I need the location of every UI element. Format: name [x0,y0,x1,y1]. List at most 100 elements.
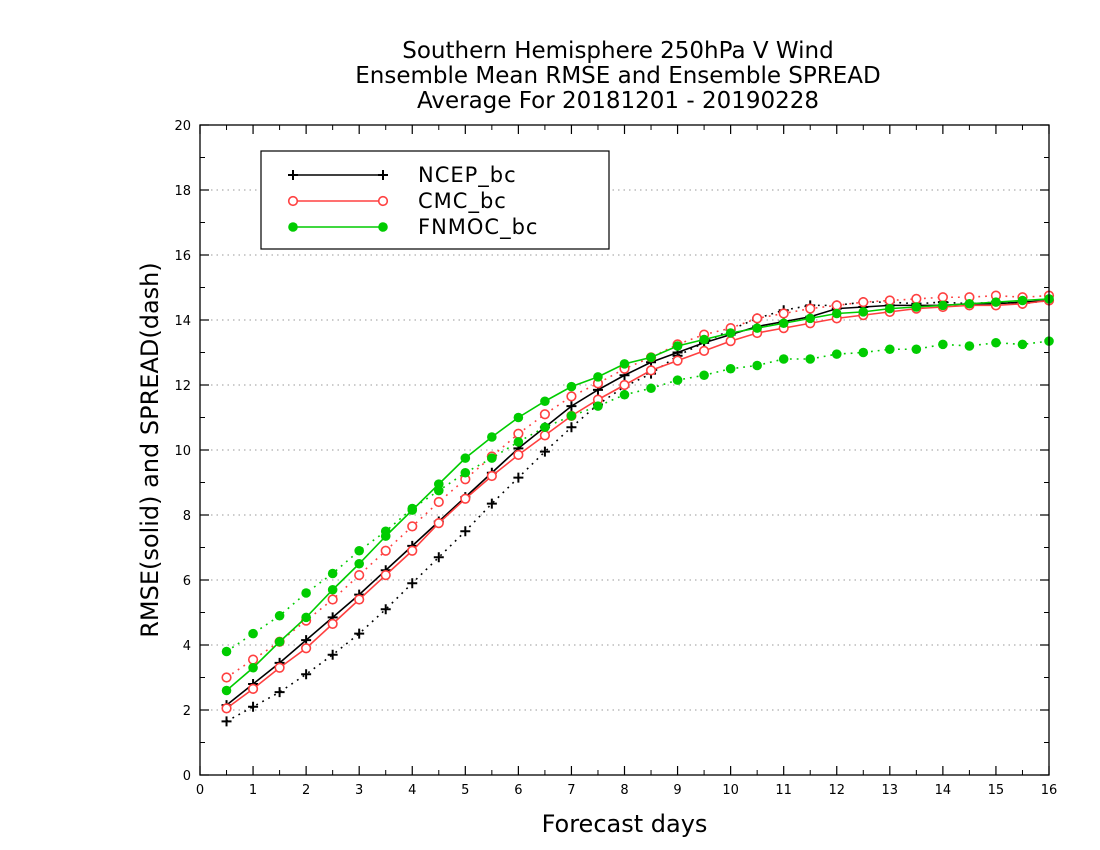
x-tick-label: 7 [567,783,575,798]
cmc-bc-rmse-line [226,299,1050,710]
x-tick-label: 11 [775,783,792,798]
y-tick-label: 2 [183,704,191,719]
ncep-bc-rmse-series [221,295,1054,711]
cmc-bc-spread-point [433,496,444,508]
cmc-bc-spread-point [247,654,259,665]
cmc-bc-spread-point [884,295,895,306]
fnmoc-bc-spread-point [778,354,789,364]
fnmoc-bc-rmse-point [619,359,630,369]
legend-marker-cmc-bc [287,195,299,207]
y-tick-label: 6 [183,574,191,589]
fnmoc-bc-spread-point [221,646,232,657]
cmc-bc-rmse-point [301,643,312,654]
cmc-bc-spread-series [221,290,1055,683]
ncep-bc-spread-point [407,578,418,589]
fnmoc-bc-spread-point [513,437,524,447]
fnmoc-bc-rmse-point [778,318,789,329]
fnmoc-bc-spread-point [858,347,869,358]
y-axis-label: RMSE(solid) and SPREAD(dash) [136,262,164,638]
fnmoc-bc-rmse-point [566,381,577,392]
y-tick-label: 10 [174,444,191,459]
ncep-bc-spread-point [274,687,285,698]
fnmoc-bc-spread-line [226,340,1050,653]
chart-title-line-3: Average For 20181201 - 20190228 [417,88,819,114]
ncep-bc-spread-point [248,701,259,712]
fnmoc-bc-rmse-point [699,334,709,345]
fnmoc-bc-rmse-series [221,294,1054,696]
cmc-bc-spread-point [778,308,789,319]
y-tick-label: 16 [174,249,191,264]
fnmoc-bc-spread-point [725,363,736,374]
cmc-bc-rmse-point [274,662,285,673]
fnmoc-bc-rmse-point [858,307,869,317]
cmc-bc-rmse-point [619,379,630,391]
x-tick-label: 8 [620,783,628,798]
ncep-bc-spread-point [539,446,550,457]
fnmoc-bc-spread-point [566,411,577,421]
x-tick-label: 2 [302,783,310,798]
x-tick-label: 3 [355,783,363,798]
cmc-bc-rmse-point [221,703,232,714]
ncep-bc-spread-point [301,669,312,680]
x-tick-label: 6 [514,783,522,798]
fnmoc-bc-spread-point [248,628,258,639]
ncep-bc-spread-point [380,604,391,615]
cmc-bc-spread-point [513,428,524,439]
ncep-bc-spread-point [460,526,471,537]
fnmoc-bc-spread-series [221,336,1054,657]
cmc-bc-spread-point [327,594,338,605]
x-tick-label: 10 [722,783,739,798]
fnmoc-bc-rmse-point [1017,295,1028,306]
fnmoc-bc-rmse-point [301,612,311,623]
cmc-bc-spread-point [858,297,869,308]
cmc-bc-spread-point [354,570,365,581]
fnmoc-bc-spread-point [991,337,1001,348]
x-tick-label: 9 [673,783,681,798]
cmc-bc-rmse-point [247,683,259,694]
fnmoc-bc-rmse-point [938,300,948,311]
fnmoc-bc-spread-point [964,341,975,351]
ncep-bc-spread-point [327,649,338,660]
x-tick-label: 5 [461,783,469,798]
cmc-bc-rmse-point [698,345,710,356]
fnmoc-bc-rmse-point [433,479,444,489]
cmc-bc-rmse-point [513,449,524,460]
fnmoc-bc-rmse-point [487,432,497,442]
chart-title-line-2: Ensemble Mean RMSE and Ensemble SPREAD [355,63,880,89]
fnmoc-bc-spread-point [672,375,683,385]
fnmoc-bc-spread-point [301,588,311,598]
ncep-bc-spread-line [226,299,1050,723]
fnmoc-bc-rmse-point [991,297,1001,307]
x-axis: 0 1 2 3 4 5 6 7 8 9 10 11 12 13 14 15 16 [196,125,1057,798]
y-tick-label: 0 [183,769,191,784]
fnmoc-bc-rmse-point [831,308,842,319]
fnmoc-bc-spread-point [540,422,550,433]
fnmoc-bc-spread-point [938,339,948,350]
cmc-bc-rmse-point [380,570,391,581]
x-axis-label: Forecast days [542,810,708,838]
y-tick-label: 8 [183,509,191,524]
fnmoc-bc-rmse-point [460,453,471,463]
chart-title-line-1: Southern Hemisphere 250hPa V Wind [402,38,833,64]
cmc-bc-spread-point [539,409,551,420]
y-axis: 0 2 4 6 8 10 12 14 16 18 20 [174,119,1049,784]
x-tick-label: 13 [882,783,899,798]
fnmoc-bc-rmse-point [274,636,285,647]
ncep-bc-spread-point [354,628,365,639]
fnmoc-bc-rmse-point [407,505,418,515]
fnmoc-bc-rmse-point [513,412,524,423]
legend-label-fnmoc-bc: FNMOC_bc [418,215,538,240]
cmc-bc-spread-point [380,545,391,556]
y-tick-label: 4 [183,639,191,654]
x-tick-label: 12 [828,783,845,798]
fnmoc-bc-rmse-point [885,303,895,314]
cmc-bc-spread-point [937,292,948,303]
cmc-bc-spread-line [226,294,1050,679]
fnmoc-bc-rmse-point [540,396,550,407]
fnmoc-bc-spread-point [487,453,497,463]
fnmoc-bc-rmse-point [380,531,391,541]
y-tick-label: 20 [174,119,191,134]
x-tick-label: 14 [935,783,952,798]
cmc-bc-rmse-point [327,618,338,629]
